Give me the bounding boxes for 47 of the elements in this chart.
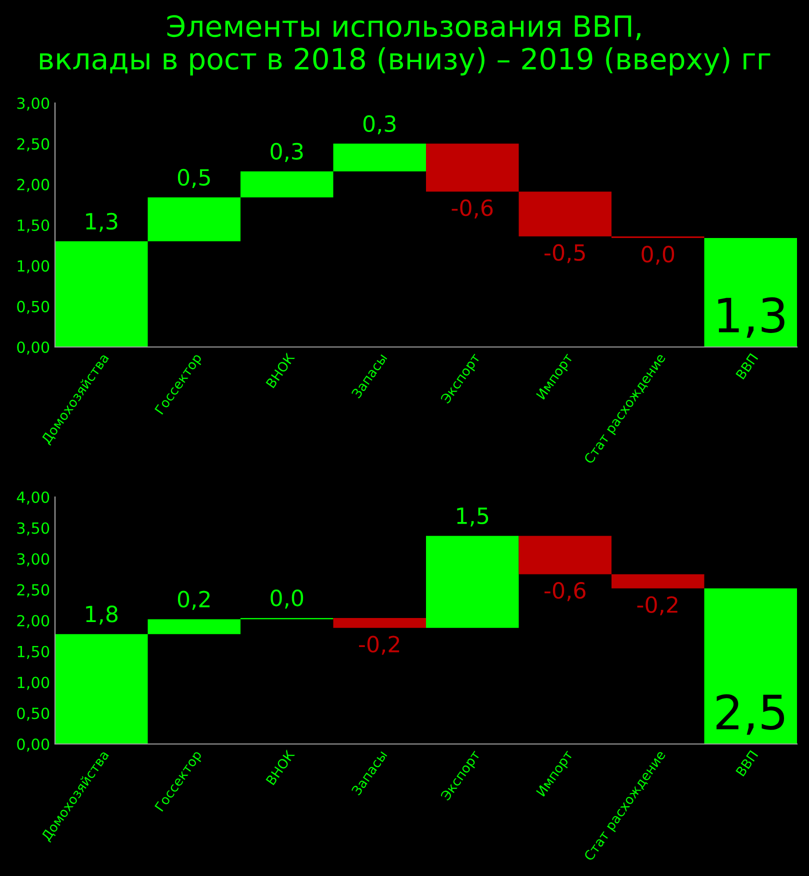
y-tick-label: 1,50	[18, 219, 50, 233]
data-label: 0,3	[363, 115, 396, 134]
y-tick-label: 2,00	[17, 614, 50, 628]
y-tick-label: 2,50	[17, 138, 50, 152]
bar	[148, 197, 240, 242]
chart-title: Элементы использования ВВП, вклады в рост в 2018 (внизу) – 2019 (вверху) гг	[40, 15, 770, 76]
bar	[333, 618, 426, 628]
data-label: 0,0	[270, 590, 304, 609]
y-tick-label: 1,00	[18, 676, 50, 690]
bar	[333, 144, 426, 172]
data-label: 1,3	[86, 212, 118, 232]
y-tick-label: 0,00	[17, 341, 50, 355]
bar	[518, 536, 612, 574]
bar	[148, 619, 240, 634]
bar	[612, 574, 704, 588]
bar	[55, 634, 148, 744]
data-label: -0,6	[544, 582, 586, 602]
data-label: -0,2	[637, 596, 678, 616]
y-tick-label: 1,00	[18, 260, 50, 274]
y-tick-label: 0,50	[17, 300, 50, 314]
y-tick-label: 0,00	[17, 738, 50, 752]
data-label: -0,5	[544, 244, 585, 264]
data-label: 1,5	[457, 508, 488, 526]
bar	[704, 238, 797, 347]
bar	[426, 144, 519, 192]
y-tick-label: 3,00	[17, 553, 50, 566]
data-label: -0,6	[452, 199, 493, 218]
y-tick-label: 1,50	[18, 646, 50, 659]
bar	[704, 588, 797, 744]
y-tick-label: 2,00	[17, 178, 50, 192]
data-label: -0,2	[359, 636, 400, 655]
y-tick-label: 3,50	[17, 522, 50, 536]
data-label: 1,8	[86, 606, 118, 625]
data-label: 0,2	[178, 590, 210, 610]
bar	[55, 241, 148, 347]
y-tick-label: 0,50	[17, 708, 50, 721]
y-tick-label: 2,50	[17, 584, 50, 598]
y-tick-label: 4,00	[16, 491, 50, 505]
data-label: 0,0	[642, 246, 674, 265]
bar	[426, 536, 519, 628]
data-label: 0,3	[270, 142, 303, 162]
total-label: 1,3	[718, 297, 784, 338]
y-tick-label: 3,00	[17, 97, 50, 111]
bar	[240, 171, 334, 198]
bar	[518, 192, 612, 236]
total-label: 2,5	[716, 694, 784, 735]
data-label: 0,5	[178, 168, 210, 188]
